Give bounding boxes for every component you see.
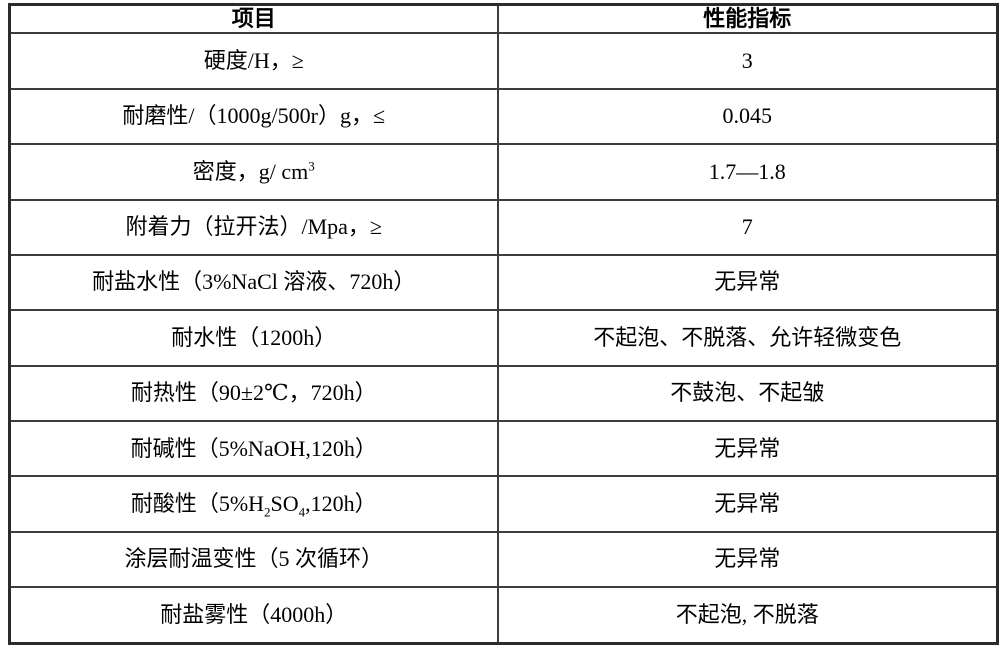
table-row: 耐水性（1200h） 不起泡、不脱落、允许轻微变色 [8, 309, 999, 367]
value-cell: 无异常 [496, 420, 999, 478]
table-header-row: 项目 性能指标 [8, 3, 999, 35]
table-row: 耐盐雾性（4000h） 不起泡, 不脱落 [8, 586, 999, 645]
value-cell: 不鼓泡、不起皱 [496, 364, 999, 423]
column-header-performance: 性能指标 [496, 3, 999, 35]
item-cell: 耐碱性（5%NaOH,120h） [8, 420, 499, 478]
acid-label-part: ,120h） [305, 490, 377, 516]
table-row: 密度，g/ cm3 1.7—1.8 [8, 143, 999, 201]
value-cell: 1.7—1.8 [496, 143, 999, 201]
value-cell: 无异常 [496, 530, 999, 589]
item-cell: 耐水性（1200h） [8, 309, 499, 367]
subscript-2: 2 [264, 504, 271, 520]
item-cell: 耐酸性（5%H2SO4,120h） [8, 475, 499, 533]
subscript-4: 4 [298, 504, 306, 520]
table-row: 耐热性（90±2℃，720h） 不鼓泡、不起皱 [8, 364, 999, 423]
table-row: 耐磨性/（1000g/500r）g，≤ 0.045 [8, 87, 999, 146]
value-cell: 无异常 [496, 253, 999, 312]
item-cell: 涂层耐温变性（5 次循环） [8, 530, 499, 589]
acid-label-part: SO [270, 490, 299, 516]
value-cell: 不起泡、不脱落、允许轻微变色 [496, 309, 999, 367]
acid-label-part: 耐酸性（5%H [130, 490, 265, 516]
item-cell: 耐盐雾性（4000h） [8, 586, 499, 645]
table-row: 涂层耐温变性（5 次循环） 无异常 [8, 530, 999, 589]
table-row: 耐盐水性（3%NaCl 溶液、720h） 无异常 [8, 253, 999, 312]
table-row: 耐碱性（5%NaOH,120h） 无异常 [8, 420, 999, 478]
item-cell: 耐盐水性（3%NaCl 溶液、720h） [8, 253, 499, 312]
value-cell: 无异常 [496, 475, 999, 533]
value-cell: 不起泡, 不脱落 [496, 586, 999, 645]
item-cell: 耐热性（90±2℃，720h） [8, 364, 499, 423]
value-cell: 0.045 [496, 87, 999, 146]
value-cell: 7 [496, 198, 999, 256]
item-cell: 附着力（拉开法）/Mpa，≥ [8, 198, 499, 256]
density-label: 密度，g/ cm [192, 158, 309, 184]
table-row: 硬度/H，≥ 3 [8, 32, 999, 90]
table-row: 耐酸性（5%H2SO4,120h） 无异常 [8, 475, 999, 533]
column-header-item: 项目 [8, 3, 499, 35]
performance-spec-table: 项目 性能指标 硬度/H，≥ 3 耐磨性/（1000g/500r）g，≤ 0.0… [8, 3, 999, 645]
superscript-3: 3 [308, 158, 315, 174]
item-cell: 密度，g/ cm3 [8, 143, 499, 201]
value-cell: 3 [496, 32, 999, 90]
item-cell: 硬度/H，≥ [8, 32, 499, 90]
table-row: 附着力（拉开法）/Mpa，≥ 7 [8, 198, 999, 256]
item-cell: 耐磨性/（1000g/500r）g，≤ [8, 87, 499, 146]
